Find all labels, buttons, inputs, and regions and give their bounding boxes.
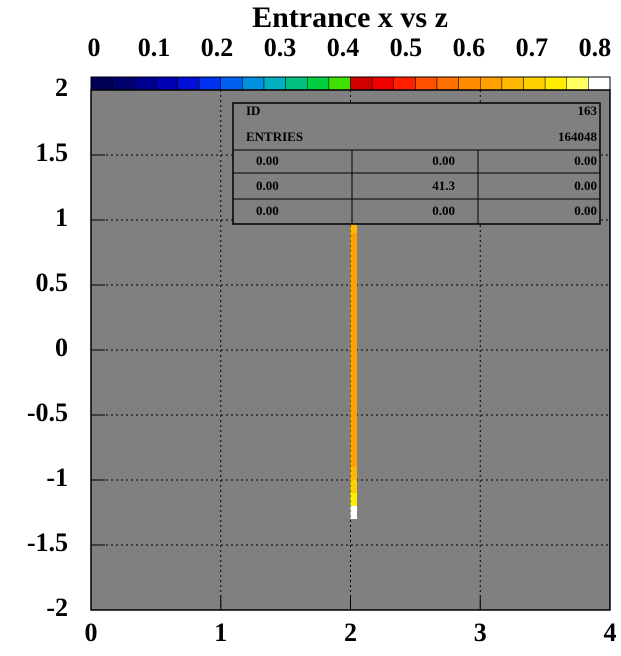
colorbar-cell	[588, 76, 611, 91]
colorbar-cell	[177, 76, 200, 91]
stats-cell: 0.00	[432, 153, 455, 168]
heatmap-cell	[350, 233, 357, 246]
colorbar-cell	[566, 76, 589, 91]
colorbar-tick-label: 0.7	[516, 33, 549, 62]
y-tick-label: 1	[55, 203, 68, 232]
heatmap-cell	[350, 376, 357, 389]
colorbar-cell	[263, 76, 286, 91]
x-tick-label: 0	[85, 618, 98, 647]
heatmap-cell	[350, 467, 357, 480]
y-tick-label: 2	[55, 73, 68, 102]
colorbar-cell	[307, 76, 330, 91]
colorbar-cell	[134, 76, 157, 91]
colorbar-tick-label: 0.8	[579, 33, 612, 62]
heatmap-cell	[350, 454, 357, 467]
colorbar-tick-label: 0.1	[138, 33, 171, 62]
colorbar-cell	[220, 76, 243, 91]
y-tick-label: -1.5	[27, 528, 68, 557]
colorbar-cell	[198, 76, 221, 91]
heatmap-cell	[350, 415, 357, 428]
stats-cell: 0.00	[256, 178, 279, 193]
heatmap-cell	[350, 493, 357, 506]
stats-cell: 0.00	[256, 153, 279, 168]
heatmap-cell	[350, 428, 357, 441]
heatmap-cell	[350, 363, 357, 376]
stats-cell: 41.3	[432, 178, 455, 193]
heatmap-cell	[350, 298, 357, 311]
colorbar-cell	[90, 76, 113, 91]
heatmap-cell	[350, 389, 357, 402]
stats-label: ENTRIES	[246, 129, 303, 144]
y-tick-label: -1	[46, 463, 68, 492]
colorbar-tick-label: 0.6	[453, 33, 486, 62]
colorbar-cell	[155, 76, 178, 91]
stats-cell: 0.00	[574, 203, 597, 218]
stats-label: ID	[246, 103, 260, 118]
colorbar-cell	[436, 76, 459, 91]
y-tick-label: -2	[46, 593, 68, 622]
x-tick-label: 3	[474, 618, 487, 647]
stats-box	[232, 102, 601, 225]
colorbar-cell	[328, 76, 351, 91]
stats-value: 164048	[558, 129, 598, 144]
heatmap-cell	[350, 311, 357, 324]
colorbar-cell	[415, 76, 438, 91]
colorbar-cell	[242, 76, 265, 91]
stats-cell: 0.00	[432, 203, 455, 218]
colorbar-tick-label: 0	[88, 33, 101, 62]
heatmap-cell	[350, 246, 357, 259]
heatmap-cell	[350, 220, 357, 233]
y-tick-label: 1.5	[36, 138, 69, 167]
stats-cell: 0.00	[574, 153, 597, 168]
plot-frame	[90, 89, 611, 611]
colorbar-tick-label: 0.5	[390, 33, 423, 62]
y-tick-label: 0	[55, 333, 68, 362]
heatmap-cell	[350, 350, 357, 363]
heatmap-cell	[350, 402, 357, 415]
chart-title: Entrance x vs z	[252, 1, 448, 34]
x-tick-label: 2	[344, 618, 357, 647]
colorbar-cell	[458, 76, 481, 91]
stats-cell: 0.00	[256, 203, 279, 218]
colorbar-cell	[480, 76, 503, 91]
y-tick-label: 0.5	[36, 268, 69, 297]
heatmap-cell	[350, 506, 357, 519]
colorbar-cell	[350, 76, 373, 91]
x-tick-label: 4	[604, 618, 617, 647]
colorbar-tick-label: 0.4	[327, 33, 360, 62]
y-tick-label: -0.5	[27, 398, 68, 427]
colorbar-cell	[371, 76, 394, 91]
colorbar-cell	[393, 76, 416, 91]
x-tick-label: 1	[214, 618, 227, 647]
heatmap-cell	[350, 259, 357, 272]
heatmap-cell	[350, 272, 357, 285]
stats-cell: 0.00	[574, 178, 597, 193]
heatmap-cell	[350, 441, 357, 454]
heatmap-cell	[350, 337, 357, 350]
colorbar-cell	[285, 76, 308, 91]
colorbar-cell	[501, 76, 524, 91]
heatmap-cell	[350, 324, 357, 337]
colorbar-tick-label: 0.2	[201, 33, 234, 62]
colorbar-cell	[544, 76, 567, 91]
stats-value: 163	[578, 103, 598, 118]
heatmap-cell	[350, 285, 357, 298]
heatmap-cell	[350, 480, 357, 493]
colorbar-cell	[112, 76, 135, 91]
colorbar-tick-label: 0.3	[264, 33, 297, 62]
colorbar-cell	[523, 76, 546, 91]
